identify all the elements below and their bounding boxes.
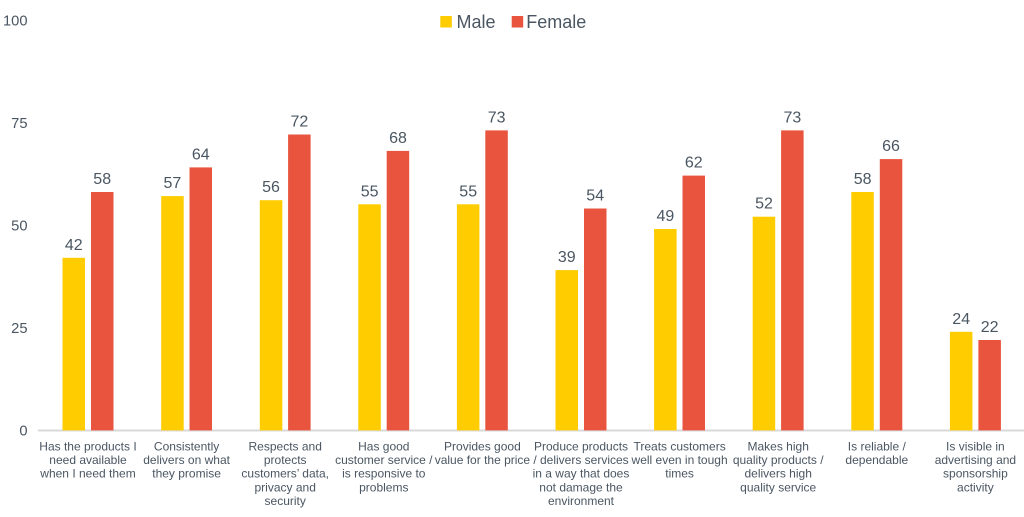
svg-text:Has the products I: Has the products I [39,439,136,453]
svg-text:42: 42 [65,237,83,254]
svg-text:49: 49 [657,208,675,225]
svg-text:activity: activity [957,480,994,494]
svg-text:customer service /: customer service / [335,453,433,467]
svg-text:in a way that does: in a way that does [533,467,630,481]
svg-text:57: 57 [164,175,182,192]
svg-text:problems: problems [359,480,408,494]
svg-text:Female: Female [526,12,586,32]
svg-text:39: 39 [558,249,576,266]
svg-text:66: 66 [882,138,900,155]
svg-text:Is reliable /: Is reliable / [848,439,907,453]
svg-text:dependable: dependable [845,453,908,467]
svg-text:is responsive to: is responsive to [342,467,426,481]
svg-text:delivers high: delivers high [745,467,812,481]
svg-text:environment: environment [548,494,615,508]
svg-text:73: 73 [784,109,802,126]
svg-text:quality products /: quality products / [733,453,824,467]
svg-text:Has good: Has good [358,439,409,453]
svg-text:quality service: quality service [740,480,816,494]
svg-text:58: 58 [93,171,111,188]
svg-text:25: 25 [11,321,27,337]
svg-text:55: 55 [459,183,477,200]
svg-text:security: security [265,494,306,508]
svg-text:sponsorship: sponsorship [943,467,1008,481]
svg-text:58: 58 [854,171,872,188]
svg-text:Respects and: Respects and [249,439,322,453]
svg-text:62: 62 [685,155,703,172]
svg-text:times: times [665,467,694,481]
svg-text:52: 52 [755,196,773,213]
svg-text:75: 75 [11,116,27,132]
svg-text:need available: need available [49,453,127,467]
svg-text:56: 56 [262,179,280,196]
svg-text:protects: protects [264,453,307,467]
svg-text:24: 24 [952,311,970,328]
svg-text:value for the price: value for the price [435,453,531,467]
svg-text:50: 50 [11,219,27,235]
svg-text:delivers on what: delivers on what [143,453,230,467]
svg-text:55: 55 [361,183,379,200]
svg-text:Provides good: Provides good [444,439,521,453]
svg-text:customers’ data,: customers’ data, [241,467,329,481]
svg-text:Produce products: Produce products [534,439,628,453]
svg-text:68: 68 [389,130,407,147]
svg-text:54: 54 [586,188,604,205]
svg-text:advertising and: advertising and [935,453,1016,467]
svg-text:0: 0 [19,424,27,440]
svg-text:/ delivers services: / delivers services [533,453,628,467]
svg-text:Treats customers: Treats customers [633,439,725,453]
svg-text:Makes high: Makes high [748,439,809,453]
svg-text:not damage the: not damage the [539,480,623,494]
svg-text:100: 100 [3,14,28,30]
svg-text:22: 22 [981,319,999,336]
svg-text:72: 72 [291,114,309,131]
svg-text:73: 73 [488,109,506,126]
svg-text:well even in tough: well even in tough [631,453,728,467]
svg-text:when I need them: when I need them [39,467,135,481]
svg-text:Is visible in: Is visible in [946,439,1005,453]
svg-text:64: 64 [192,146,210,163]
svg-text:privacy and: privacy and [255,480,316,494]
svg-text:they promise: they promise [152,467,221,481]
svg-text:Male: Male [457,12,496,32]
svg-text:Consistently: Consistently [154,439,219,453]
